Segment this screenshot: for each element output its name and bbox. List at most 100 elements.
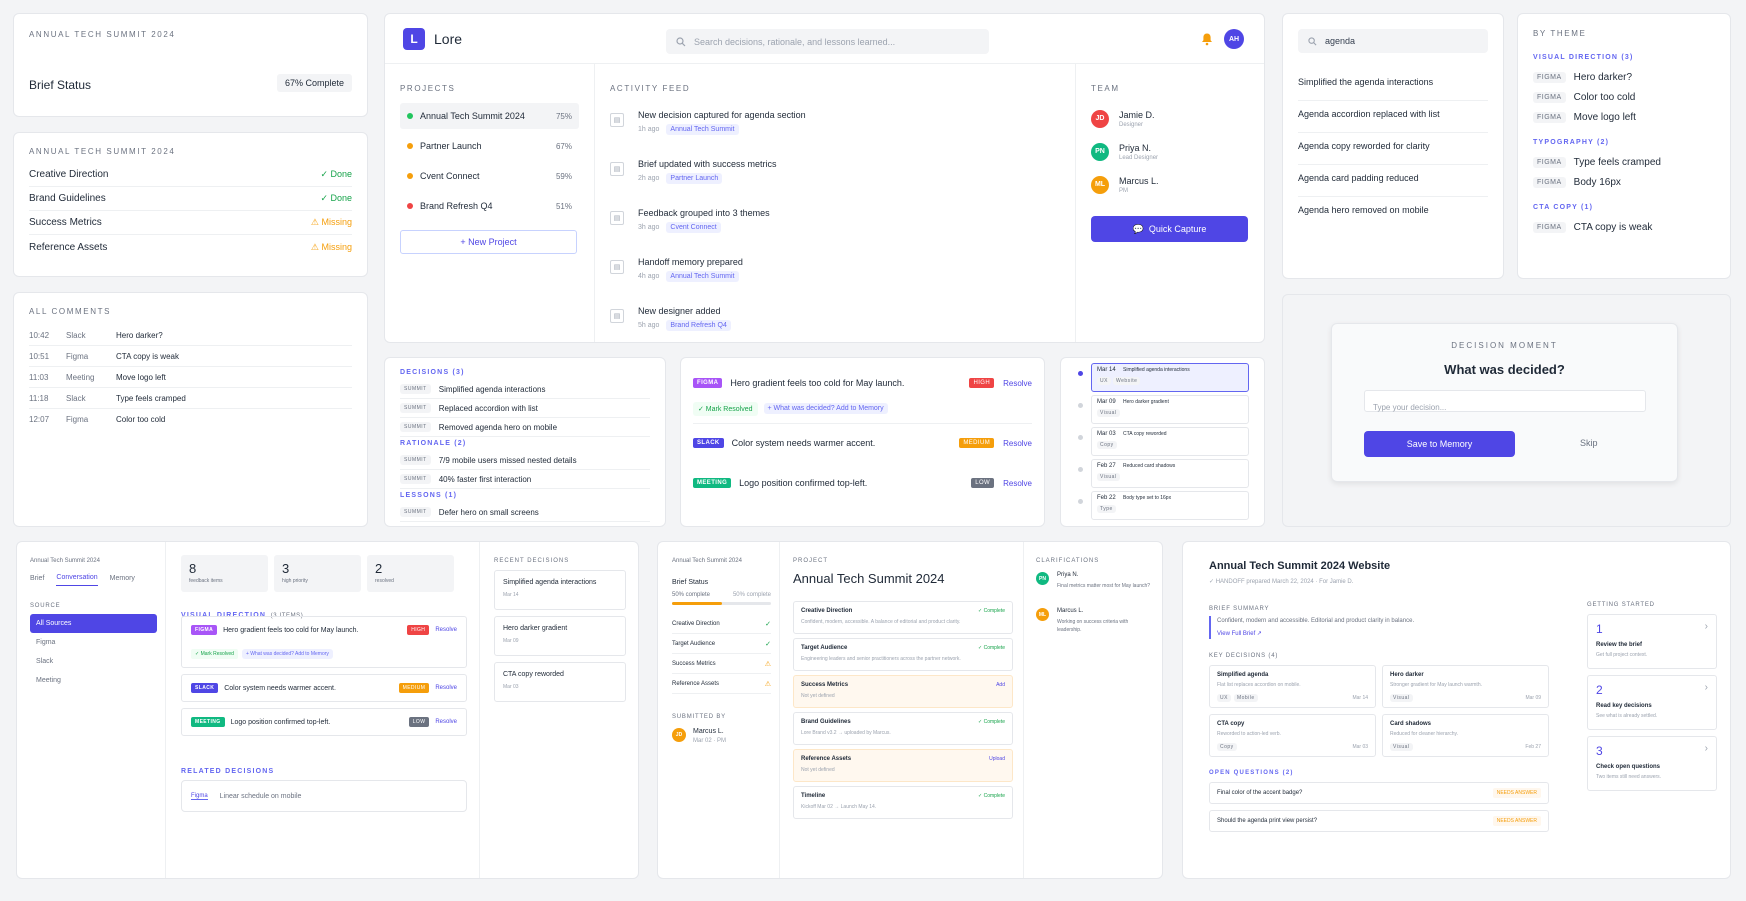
- conv-resolve-button[interactable]: Resolve: [435, 627, 457, 633]
- app-search[interactable]: Search decisions, rationale, and lessons…: [666, 29, 989, 54]
- resolve-button[interactable]: Resolve: [1003, 438, 1032, 448]
- search-box[interactable]: agenda: [1298, 29, 1488, 53]
- conv-resolve-button[interactable]: Resolve: [435, 719, 457, 725]
- timeline-card[interactable]: Mar 03 CTA copy reworded Copy: [1091, 427, 1249, 456]
- timeline-card[interactable]: Feb 27 Reduced card shadows Visual: [1091, 459, 1249, 488]
- project-item[interactable]: Partner Launch 67%: [400, 133, 579, 159]
- source-item[interactable]: Meeting: [36, 677, 61, 684]
- key-decision-desc: Reduced for cleaner hierarchy.: [1390, 731, 1458, 737]
- source-item[interactable]: Slack: [36, 658, 54, 665]
- add-to-memory-button[interactable]: + What was decided? Add to Memory: [763, 403, 888, 414]
- comment-time: 10:51: [29, 351, 50, 361]
- stat-label: resolved: [375, 578, 394, 584]
- recent-decision-card[interactable]: CTA copy reworded Mar 03: [494, 662, 626, 702]
- team-member[interactable]: PN Priya N. Lead Designer: [1091, 135, 1251, 168]
- timeline-title: CTA copy reworded: [1123, 431, 1167, 437]
- summary-chip: SUMMIT: [400, 403, 431, 413]
- source-item[interactable]: All Sources: [30, 614, 157, 633]
- recent-decision-date: Mar 14: [503, 592, 519, 598]
- timeline-card[interactable]: Mar 09 Hero darker gradient Visual: [1091, 395, 1249, 424]
- timeline-date: Feb 27: [1097, 463, 1116, 469]
- source-item[interactable]: Figma: [36, 639, 56, 646]
- conv-feedback-card: FIGMA Hero gradient feels too cold for Ma…: [181, 616, 467, 668]
- resolve-button[interactable]: Resolve: [1003, 478, 1032, 488]
- recent-list: Simplified agenda interactions Mar 14 Hero…: [494, 570, 626, 708]
- search-result[interactable]: Agenda accordion replaced with list: [1298, 101, 1488, 133]
- mark-resolved-button[interactable]: ✓ Mark Resolved: [693, 401, 758, 416]
- clar-avatar: PN: [1036, 572, 1049, 585]
- activity-tag: Partner Launch: [666, 173, 723, 184]
- conv-mark-resolved[interactable]: ✓ Mark Resolved: [191, 649, 238, 659]
- activity-item[interactable]: ▤ Brief updated with success metrics 2h ag…: [610, 151, 1060, 200]
- timeline-card[interactable]: Feb 22 Body type set to 16px Type: [1091, 491, 1249, 520]
- save-to-memory-button[interactable]: Save to Memory: [1364, 431, 1515, 457]
- brief-field-status[interactable]: Upload: [989, 756, 1005, 762]
- timeline-tag: Copy: [1097, 441, 1117, 449]
- summary-item: SUMMIT Simplified agenda interactions: [400, 380, 650, 399]
- key-decision-card[interactable]: Simplified agenda Flat list replaces acco…: [1209, 665, 1376, 708]
- activity-tag: Cvent Connect: [666, 222, 721, 233]
- activity-item[interactable]: ▤ Handoff memory prepared 4h ago Annual Tec…: [610, 249, 1060, 298]
- chevron-right-icon: ›: [1704, 743, 1708, 754]
- project-item[interactable]: Annual Tech Summit 2024 75%: [400, 103, 579, 129]
- conv-resolve-button[interactable]: Resolve: [435, 685, 457, 691]
- project-title: Annual Tech Summit 2024: [793, 571, 945, 586]
- getting-started-step[interactable]: 3 Check open questions Two items still nee…: [1587, 736, 1717, 791]
- conv-add-memory[interactable]: + What was decided? Add to Memory: [241, 649, 333, 659]
- bell-icon[interactable]: [1200, 32, 1214, 46]
- brief-status-card: ANNUAL TECH SUMMIT 2024 Brief Status 67%…: [13, 13, 368, 117]
- open-question[interactable]: Should the agenda print view persist? NEE…: [1209, 810, 1549, 832]
- brief-field-card: Brand Guidelines ✓ Complete Lore Brand v3.…: [793, 712, 1013, 745]
- getting-started-step[interactable]: 1 Review the brief Get full project contex…: [1587, 614, 1717, 669]
- conv-stats: 8 feedback items 3 high priority 2 resolved: [181, 555, 454, 592]
- search-result[interactable]: Agenda hero removed on mobile: [1298, 205, 1429, 215]
- project-item[interactable]: Brand Refresh Q4 51%: [400, 193, 579, 219]
- timeline-card[interactable]: Mar 14 Simplified agenda interactions UX We…: [1091, 363, 1249, 392]
- related-item[interactable]: Figma Linear schedule on mobile: [181, 780, 467, 812]
- activity-body: Handoff memory prepared 4h ago Annual Tech…: [638, 257, 743, 282]
- comment-row: 11:03 Meeting Move logo left: [29, 367, 352, 388]
- search-result[interactable]: Agenda card padding reduced: [1298, 165, 1488, 197]
- activity-item[interactable]: ▤ Feedback grouped into 3 themes 3h ago Cve…: [610, 200, 1060, 249]
- step-number: 2: [1596, 683, 1603, 697]
- new-project-button[interactable]: + New Project: [400, 230, 577, 254]
- feedback-text: Logo position confirmed top-left.: [739, 478, 868, 488]
- team-member[interactable]: ML Marcus L. PM: [1091, 168, 1251, 201]
- recent-decision-card[interactable]: Hero darker gradient Mar 09: [494, 616, 626, 656]
- user-avatar[interactable]: AH: [1224, 29, 1244, 49]
- conv-tab[interactable]: Brief: [30, 574, 45, 582]
- resolve-button[interactable]: Resolve: [1003, 378, 1032, 388]
- activity-time: 5h ago: [638, 322, 660, 329]
- conv-tab[interactable]: Memory: [109, 574, 135, 582]
- conv-tab[interactable]: Conversation: [56, 574, 98, 586]
- activity-item[interactable]: ▤ New decision captured for agenda sectio…: [610, 102, 1060, 151]
- activity-item[interactable]: ▤ New designer added 5h ago Brand Refresh Q…: [610, 298, 1060, 342]
- activity-time: 3h ago: [638, 224, 660, 231]
- team-member[interactable]: JD Jamie D. Designer: [1091, 102, 1251, 135]
- search-result[interactable]: Agenda copy reworded for clarity: [1298, 133, 1488, 165]
- brief-field-status[interactable]: Add: [996, 682, 1005, 688]
- key-decision-tag: Visual: [1390, 743, 1413, 751]
- search-result[interactable]: Simplified the agenda interactions: [1298, 69, 1488, 101]
- recent-decision-card[interactable]: Simplified agenda interactions Mar 14: [494, 570, 626, 610]
- project-item[interactable]: Cvent Connect 59%: [400, 163, 579, 189]
- view-full-brief-link[interactable]: View Full Brief ↗: [1217, 631, 1262, 637]
- app-logo[interactable]: L: [403, 27, 425, 50]
- project-name: Annual Tech Summit 2024: [420, 111, 525, 121]
- clar-item: ML Marcus L. Working on success criteria w…: [1036, 608, 1154, 634]
- recent-decision-title: Simplified agenda interactions: [503, 579, 597, 586]
- activity-title: Handoff memory prepared: [638, 257, 743, 267]
- decision-input[interactable]: Type your decision...: [1364, 390, 1646, 412]
- skip-button[interactable]: Skip: [1580, 438, 1598, 448]
- open-question[interactable]: Final color of the accent badge? NEEDS AN…: [1209, 782, 1549, 804]
- key-decision-card[interactable]: Card shadows Reduced for cleaner hierarch…: [1382, 714, 1549, 757]
- getting-started-step[interactable]: 2 Read key decisions See what is already s…: [1587, 675, 1717, 730]
- related-title: RELATED DECISIONS: [181, 768, 275, 775]
- activity-list: ▤ New decision captured for agenda sectio…: [610, 102, 1060, 342]
- key-decision-card[interactable]: CTA copy Reworded to action-led verb. Copy…: [1209, 714, 1376, 757]
- key-decision-card[interactable]: Hero darker Stronger gradient for May lau…: [1382, 665, 1549, 708]
- theme-item-text: Color too cold: [1573, 91, 1636, 103]
- quick-capture-button[interactable]: 💬 Quick Capture: [1091, 216, 1248, 242]
- checklist-item-label: Creative Direction: [29, 169, 109, 180]
- recent-decision-date: Mar 09: [503, 638, 519, 644]
